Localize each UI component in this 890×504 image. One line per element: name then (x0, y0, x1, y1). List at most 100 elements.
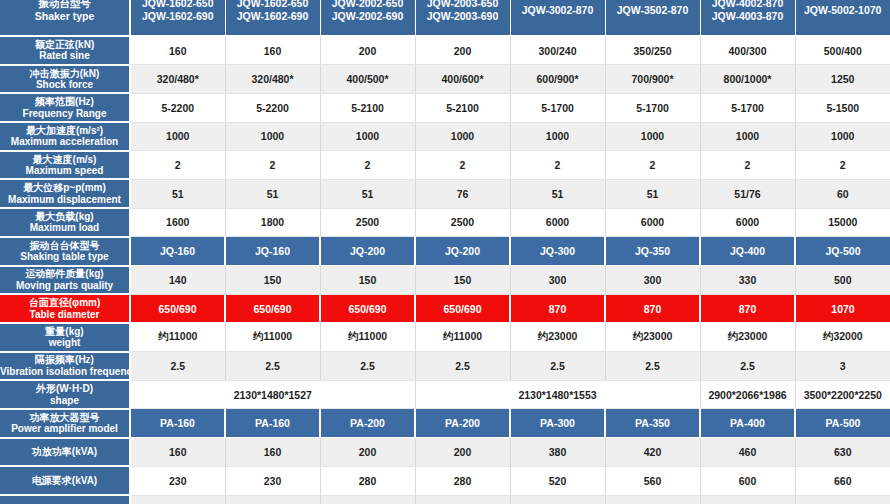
table-body: 额定正弦(kN)Rated sine160160200200300/240350… (0, 36, 890, 504)
spec-cell: 约32000 (795, 323, 890, 352)
spec-cell (795, 495, 890, 504)
row-label-en: Power amplifier model (0, 423, 129, 435)
row-label: 功率放大器型号Power amplifier model (0, 409, 130, 438)
row-label-zh: 外形(W·H·D) (0, 383, 129, 395)
spec-cell: PA-500 (795, 409, 890, 438)
spec-cell: 2500 (320, 208, 415, 237)
row-label: 隔振频率(Hz)Vibration isolation frequency (0, 352, 130, 381)
spec-cell: PA-400 (700, 409, 795, 438)
model-name: JQW-2002-650 (321, 0, 415, 10)
spec-cell (225, 495, 320, 504)
spec-cell: 160 (225, 36, 320, 65)
model-name: JQW-2003-650 (416, 0, 510, 10)
spec-cell: 870 (605, 294, 700, 323)
header-label-en: Shaker type (0, 10, 129, 23)
table-row: 最大负载(kg)Maximum load16001800250025006000… (0, 208, 890, 237)
spec-cell: 200 (320, 36, 415, 65)
spec-cell: 2.5 (605, 352, 700, 381)
spec-cell-merged: 2130*1480*1553 (415, 380, 700, 409)
spec-cell: 1000 (510, 122, 605, 151)
spec-cell: 2.5 (225, 352, 320, 381)
row-label-en: shape (0, 395, 129, 407)
model-header-cell: JQW-5002-1070 (795, 0, 890, 36)
spec-cell: 150 (320, 266, 415, 295)
table-row: 额定正弦(kN)Rated sine160160200200300/240350… (0, 36, 890, 65)
model-name: JQW-1602-690 (226, 10, 320, 23)
spec-cell: 1600 (130, 208, 225, 237)
spec-cell: 5-1700 (605, 93, 700, 122)
spec-cell: 400/500* (320, 65, 415, 94)
row-label-zh: 重量(kg) (0, 326, 129, 338)
spec-cell: PA-160 (130, 409, 225, 438)
spec-cell: 5-2100 (320, 93, 415, 122)
spec-cell: 2.5 (510, 352, 605, 381)
spec-cell: 51 (130, 179, 225, 208)
spec-cell: 约11000 (320, 323, 415, 352)
table-row: 运动部件质量(kg)Moving parts quality1401501501… (0, 266, 890, 295)
spec-cell: 2 (130, 151, 225, 180)
model-header-cell: JQW-3502-870 (605, 0, 700, 36)
spec-cell: 160 (130, 438, 225, 467)
spec-cell: 420 (605, 438, 700, 467)
row-label (0, 495, 130, 504)
model-name: JQW-1602-690 (131, 10, 225, 23)
spec-cell: 51 (605, 179, 700, 208)
spec-cell: 200 (320, 438, 415, 467)
row-label: 台面直径(φmm)Table diameter (0, 294, 130, 323)
model-name: JQW-2003-690 (416, 10, 510, 23)
row-label-zh: 最大负载(kg) (0, 211, 129, 223)
row-label-en: Maximum speed (0, 165, 129, 177)
spec-cell: 60 (795, 179, 890, 208)
spec-cell: 300/240 (510, 36, 605, 65)
spec-cell: 600/900* (510, 65, 605, 94)
spec-cell: 2.5 (320, 352, 415, 381)
spec-cell: 1070 (795, 294, 890, 323)
model-header-cell: JQW-2002-650JQW-2002-690 (320, 0, 415, 36)
table-row: 最大加速度(m/s²)Maximum acceleration100010001… (0, 122, 890, 151)
row-label: 最大负载(kg)Maximum load (0, 208, 130, 237)
table-row: 隔振频率(Hz)Vibration isolation frequency 2.5… (0, 352, 890, 381)
shaker-spec-screen: 振动台型号 Shaker type JQW-1602-650JQW-1602-6… (0, 0, 890, 504)
header-label-cell: 振动台型号 Shaker type (0, 0, 130, 36)
spec-cell: 280 (415, 466, 510, 495)
row-label-en: Frequency Range (0, 108, 129, 120)
spec-cell: 800/1000* (700, 65, 795, 94)
spec-cell: JQ-500 (795, 237, 890, 266)
spec-cell: 300 (605, 266, 700, 295)
spec-cell: 约23000 (605, 323, 700, 352)
model-header-cell: JQW-3002-870 (510, 0, 605, 36)
model-name: JQW-1602-650 (226, 0, 320, 10)
table-row: 外形(W·H·D)shape2130*1480*15272130*1480*15… (0, 380, 890, 409)
spec-cell (415, 495, 510, 504)
row-label-en: Shaking table type (0, 251, 129, 263)
spec-cell-merged: 3500*2200*2250 (795, 380, 890, 409)
spec-cell: 5-1700 (510, 93, 605, 122)
spec-cell (130, 495, 225, 504)
row-label: 运动部件质量(kg)Moving parts quality (0, 266, 130, 295)
spec-cell: PA-300 (510, 409, 605, 438)
row-label-zh: 电源要求(kVA) (0, 475, 129, 487)
spec-cell: 650/690 (130, 294, 225, 323)
spec-cell: 1000 (795, 122, 890, 151)
spec-cell: 2 (700, 151, 795, 180)
spec-cell: 1250 (795, 65, 890, 94)
model-name: JQW-3002-870 (511, 4, 605, 17)
table-row: 台面直径(φmm)Table diameter650/690650/690650… (0, 294, 890, 323)
spec-cell: JQ-350 (605, 237, 700, 266)
model-header-cell: JQW-4002-870JQW-4003-870 (700, 0, 795, 36)
spec-cell: 230 (225, 466, 320, 495)
table-row: 冲击激振力(kN)Shock force320/480*320/480*400/… (0, 65, 890, 94)
spec-cell: JQ-200 (415, 237, 510, 266)
spec-cell: 76 (415, 179, 510, 208)
spec-cell: 2 (510, 151, 605, 180)
row-label-en: weight (0, 337, 129, 349)
table-row: 功率放大器型号Power amplifier modelPA-160PA-160… (0, 409, 890, 438)
row-label: 频率范围(Hz)Frequency Range (0, 93, 130, 122)
spec-cell: 400/600* (415, 65, 510, 94)
model-name: JQW-2002-690 (321, 10, 415, 23)
spec-cell: 约23000 (510, 323, 605, 352)
spec-cell (605, 495, 700, 504)
spec-cell: 1000 (130, 122, 225, 151)
spec-cell: 560 (605, 466, 700, 495)
row-label-zh: 最大加速度(m/s²) (0, 125, 129, 137)
